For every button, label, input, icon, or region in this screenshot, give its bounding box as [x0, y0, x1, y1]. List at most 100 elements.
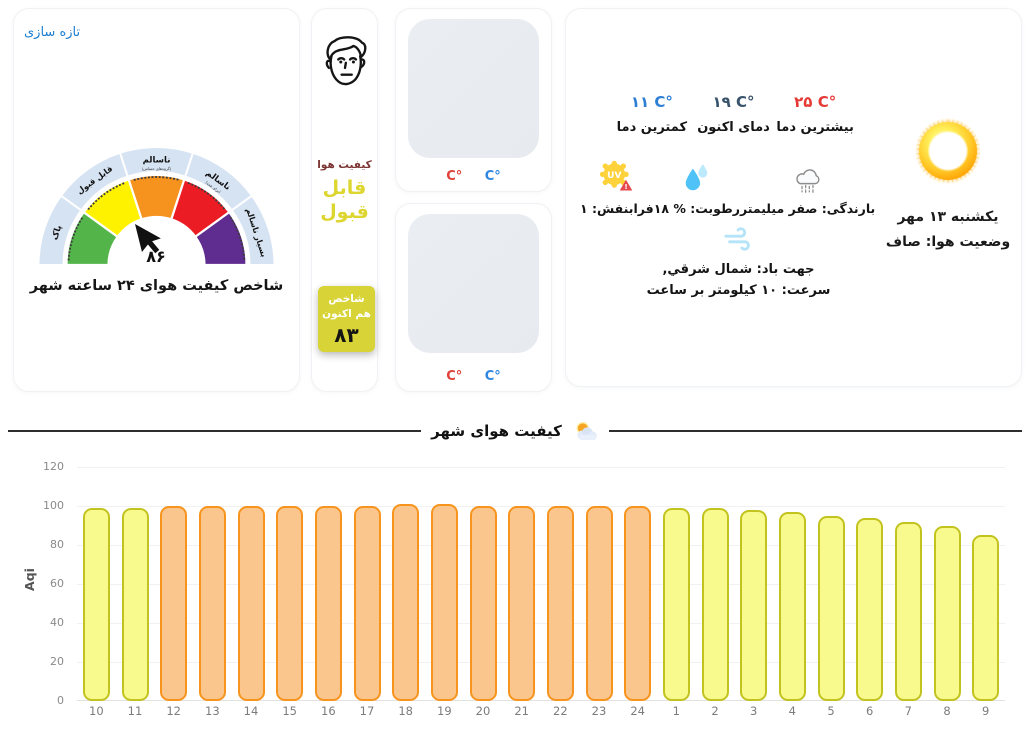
y-tick-label: 120 — [43, 460, 64, 473]
x-tick-label: 8 — [943, 704, 951, 718]
aqi-bar[interactable] — [314, 506, 342, 701]
x-tick-label: 3 — [749, 704, 758, 718]
wind-icon — [723, 227, 750, 251]
x-tick-label: 16 — [321, 704, 336, 718]
min-temp-value: ۱۱ C° — [630, 93, 673, 111]
x-tick-label: 6 — [865, 704, 874, 718]
aqi-bar[interactable] — [430, 504, 458, 701]
svg-text:(گروه‌های حساس): (گروه‌های حساس) — [142, 166, 172, 171]
weather-image-card-1: C° C° — [395, 8, 552, 192]
date-label: یکشنبه ۱۳ مهر — [897, 209, 999, 225]
current-temp-label: دمای اکنون — [697, 120, 770, 135]
aqi-bar[interactable] — [662, 507, 690, 701]
temp-unit-blue: C° — [484, 369, 501, 384]
wind-direction: جهت باد: شمال شرقي, — [662, 262, 815, 277]
air-quality-status-card: کیفیت هوا قابل قبول شاخص هم اکنون ۸۳ — [311, 8, 378, 392]
face-icon — [325, 36, 366, 86]
aqi-bar[interactable] — [546, 506, 574, 701]
aqi-now-label: شاخص هم اکنون — [322, 293, 371, 321]
humidity-metric: رطوبت: % ۱۸ — [654, 158, 740, 216]
aqi-bar[interactable] — [121, 507, 149, 701]
temp-unit-red: C° — [446, 369, 463, 384]
aqi-bar[interactable] — [469, 506, 497, 701]
x-tick-label: 15 — [282, 704, 297, 718]
aqi-gauge-card: تازه سازی پاک قابل قبول ناسالم (گروه‌های حس… — [13, 8, 300, 392]
x-tick-label: 9 — [981, 704, 990, 718]
air-quality-card-label: کیفیت هوا — [317, 159, 372, 171]
metrics-row: UV ! فرابنفش: ۱ رطوبت: % ۱۸ — [580, 158, 875, 216]
condition-block: یکشنبه ۱۳ مهر وضعیت هوا: صاف — [882, 107, 1014, 250]
gauge-segment — [193, 210, 248, 267]
y-tick-label: 80 — [50, 538, 64, 551]
divider-line-left — [8, 430, 422, 432]
aqi-bar[interactable] — [972, 535, 1000, 701]
x-tick-label: 14 — [243, 704, 259, 718]
x-tick-label: 23 — [591, 704, 607, 718]
section-divider: کیفیت هوای شهر — [8, 418, 1022, 444]
aqi-now-value: ۸۳ — [334, 323, 359, 348]
wind-speed: سرعت: ۱۰ کیلومتر بر ساعت — [646, 283, 831, 298]
aqi-bar[interactable] — [778, 511, 806, 701]
temp-unit-blue: C° — [484, 169, 501, 184]
aqi-bar[interactable] — [933, 525, 961, 701]
x-tick-label: 10 — [89, 704, 104, 718]
aqi-bar[interactable] — [740, 509, 768, 701]
y-tick-label: 60 — [50, 577, 64, 590]
aqi-bar[interactable] — [198, 506, 226, 701]
image-placeholder — [408, 19, 539, 158]
x-tick-label: 5 — [827, 704, 835, 718]
aqi-now-badge: شاخص هم اکنون ۸۳ — [318, 286, 375, 353]
y-tick-label: 0 — [57, 694, 64, 707]
aqi-bar[interactable] — [701, 507, 729, 701]
aqi-bar[interactable] — [237, 506, 265, 701]
x-tick-label: 21 — [514, 704, 529, 718]
current-temp-value: ۱۹ C° — [712, 93, 755, 111]
sun-icon — [904, 107, 992, 195]
aqi-bar[interactable] — [160, 506, 188, 701]
x-tick-label: 19 — [437, 704, 452, 718]
weather-image-card-2: C° C° — [395, 203, 552, 392]
x-tick-label: 4 — [788, 704, 796, 718]
y-tick-label: 40 — [50, 616, 64, 629]
aqi-bar-chart — [77, 467, 1005, 701]
rain-cloud-icon — [796, 169, 820, 194]
precipitation-label: بارندگی: صفر میلیمتر — [739, 201, 876, 216]
section-title: کیفیت هوای شهر — [431, 422, 562, 440]
aqi-bar[interactable] — [856, 517, 884, 701]
x-tick-label: 2 — [711, 704, 719, 718]
refresh-button[interactable]: تازه سازی — [24, 25, 81, 40]
x-tick-label: 22 — [553, 704, 568, 718]
uv-label: فرابنفش: ۱ — [580, 201, 654, 216]
image-placeholder — [408, 214, 539, 353]
x-tick-label: 1 — [672, 704, 680, 718]
min-temp-label: کمترین دما — [616, 120, 688, 135]
current-temp: ۱۹ C° دمای اکنون — [693, 93, 775, 135]
aqi-bar[interactable] — [392, 504, 420, 701]
weather-card: ۱۱ C° کمترین دما ۱۹ C° دمای اکنون ۲۵ C° … — [565, 8, 1022, 387]
x-tick-label: 13 — [205, 704, 220, 718]
condition-label: وضعیت هوا: صاف — [885, 234, 1011, 250]
aqi-bar[interactable] — [276, 506, 304, 701]
cursor-arrow-icon — [135, 224, 161, 254]
y-tick-label: 20 — [50, 655, 64, 668]
gauge-segment-label: پاک — [50, 224, 64, 241]
gauge-value: ۸۶ — [146, 247, 166, 266]
y-tick-label: 100 — [43, 499, 64, 512]
aqi-bar[interactable] — [508, 506, 536, 701]
x-tick-label: 20 — [475, 704, 491, 718]
aqi-bar[interactable] — [353, 506, 381, 701]
sun-cloud-icon — [572, 419, 599, 443]
gauge-title: شاخص کیفیت هوای ۲۴ ساعته شهر — [29, 278, 284, 294]
x-tick-label: 18 — [398, 704, 413, 718]
aqi-bar[interactable] — [894, 521, 922, 701]
x-axis: 10 11 12 13 14 15 16 17 18 19 20 21 22 23 24 1 2 3 4 5 6 7 8 9 — [77, 704, 1005, 724]
aqi-bar[interactable] — [624, 506, 652, 701]
aqi-bar[interactable] — [82, 507, 110, 701]
x-tick-label: 12 — [166, 704, 181, 718]
temp-unit-red: C° — [446, 169, 463, 184]
x-tick-label: 17 — [359, 704, 375, 718]
aqi-bar[interactable] — [585, 506, 613, 701]
aqi-bar[interactable] — [817, 515, 845, 701]
